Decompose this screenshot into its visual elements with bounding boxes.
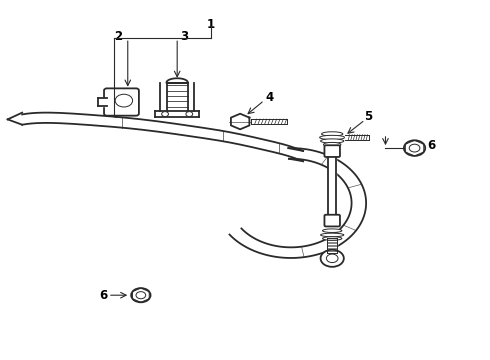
- Circle shape: [409, 144, 420, 152]
- Ellipse shape: [323, 143, 341, 147]
- Polygon shape: [327, 238, 337, 253]
- Text: 6: 6: [427, 139, 436, 152]
- Polygon shape: [188, 82, 194, 111]
- Ellipse shape: [320, 139, 344, 143]
- Polygon shape: [231, 114, 249, 129]
- Ellipse shape: [319, 135, 345, 140]
- Circle shape: [115, 94, 133, 107]
- Polygon shape: [160, 82, 167, 111]
- Polygon shape: [328, 148, 336, 224]
- Text: 5: 5: [365, 111, 373, 123]
- Ellipse shape: [321, 132, 343, 136]
- Circle shape: [136, 292, 146, 299]
- FancyBboxPatch shape: [324, 215, 340, 226]
- Polygon shape: [229, 148, 366, 258]
- Text: 2: 2: [114, 30, 122, 43]
- FancyBboxPatch shape: [324, 145, 340, 157]
- Circle shape: [162, 112, 169, 117]
- Text: 6: 6: [99, 289, 107, 302]
- Text: 4: 4: [265, 91, 273, 104]
- Polygon shape: [155, 111, 199, 117]
- Circle shape: [320, 250, 344, 267]
- Ellipse shape: [320, 233, 344, 237]
- Ellipse shape: [322, 237, 342, 240]
- Polygon shape: [98, 99, 107, 105]
- Circle shape: [131, 288, 150, 302]
- Text: 3: 3: [180, 30, 189, 43]
- Ellipse shape: [322, 229, 342, 233]
- Circle shape: [326, 254, 338, 262]
- Circle shape: [404, 140, 425, 156]
- Polygon shape: [8, 113, 22, 125]
- Polygon shape: [22, 113, 303, 161]
- Text: 1: 1: [207, 18, 215, 31]
- FancyBboxPatch shape: [104, 88, 139, 116]
- Circle shape: [186, 112, 193, 117]
